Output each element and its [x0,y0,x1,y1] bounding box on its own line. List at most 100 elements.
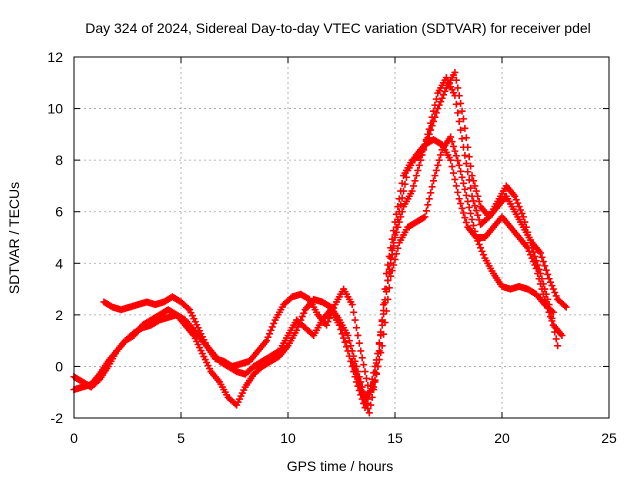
data-point-marker [298,313,306,321]
data-point-marker [378,316,386,324]
data-point-marker [347,342,355,350]
data-point-marker [455,92,463,100]
data-point-marker [263,337,271,345]
data-point-marker [539,258,547,266]
data-point-marker [350,308,358,316]
data-point-marker [345,337,353,345]
data-point-marker [547,278,555,286]
data-point-marker [375,347,383,355]
data-point-marker [361,396,369,404]
y-tick-label: 0 [55,358,63,374]
data-point-marker [549,321,557,329]
data-point-marker [410,182,418,190]
data-point-marker [264,333,272,341]
data-point-marker [421,213,429,221]
data-point-marker [344,331,352,339]
data-point-marker [435,101,443,109]
data-point-marker [367,401,375,409]
data-point-marker [357,347,365,355]
data-point-marker [467,184,475,192]
data-point-marker [558,331,566,339]
data-point-marker [531,252,539,260]
data-point-marker [438,94,446,102]
data-point-marker [517,206,525,214]
data-point-marker [468,172,476,180]
data-point-marker [428,122,436,130]
x-tick-label: 10 [280,430,296,446]
data-point-marker [425,195,433,203]
data-point-marker [300,309,308,317]
data-point-marker [527,239,535,247]
data-point-marker [457,200,465,208]
data-point-marker [427,189,435,197]
data-point-marker [388,235,396,243]
data-point-marker [464,143,472,151]
x-tick-label: 25 [601,430,617,446]
data-point-marker [342,343,350,351]
data-point-marker [358,387,366,395]
data-point-marker [340,334,348,342]
data-point-marker [372,370,380,378]
data-point-marker [455,161,463,169]
data-point-marker [449,142,457,150]
data-point-marker [361,368,369,376]
data-point-marker [362,374,370,382]
y-tick-label: 2 [55,307,63,323]
data-point-marker [392,250,400,258]
data-point-marker [469,221,477,229]
data-point-marker [382,270,390,278]
data-point-marker [544,270,552,278]
data-point-marker [451,147,459,155]
data-point-marker [462,134,470,142]
data-point-marker [432,166,440,174]
data-point-marker [394,203,402,211]
data-point-marker [448,163,456,171]
data-point-marker [449,169,457,177]
data-point-marker [391,255,399,263]
data-point-marker [435,156,443,164]
data-point-marker [472,187,480,195]
data-point-marker [472,206,480,214]
data-point-marker [551,328,559,336]
data-point-marker [420,144,428,152]
y-tick-label: 6 [55,204,63,220]
data-point-marker [552,292,560,300]
data-point-marker [294,323,302,331]
data-point-marker [394,244,402,252]
data-point-marker [382,307,390,315]
data-point-marker [293,326,301,334]
data-point-marker [541,285,549,293]
data-point-marker [545,275,553,283]
data-point-marker [542,266,550,274]
data-point-marker [512,196,520,204]
data-point-marker [268,323,276,331]
data-point-marker [397,213,405,221]
data-point-marker [362,400,370,408]
data-point-marker [394,223,402,231]
data-point-marker [355,379,363,387]
data-point-marker [395,195,403,203]
data-point-marker [422,207,430,215]
data-point-marker [549,285,557,293]
y-tick-label: 4 [55,255,63,271]
data-point-marker [355,339,363,347]
data-point-marker [542,290,550,298]
data-point-marker [465,176,473,184]
data-point-marker [431,113,439,121]
data-point-marker [471,202,479,210]
data-point-marker [360,361,368,369]
data-point-marker [432,109,440,117]
y-tick-label: 12 [47,49,63,65]
data-point-marker [475,197,483,205]
data-point-marker [514,199,522,207]
data-point-marker [418,148,426,156]
data-point-marker [348,347,356,355]
data-point-marker [474,192,482,200]
x-tick-label: 5 [177,430,185,446]
data-point-marker [474,211,482,219]
data-point-marker [554,342,562,350]
data-point-marker [537,270,545,278]
data-point-marker [552,335,560,343]
